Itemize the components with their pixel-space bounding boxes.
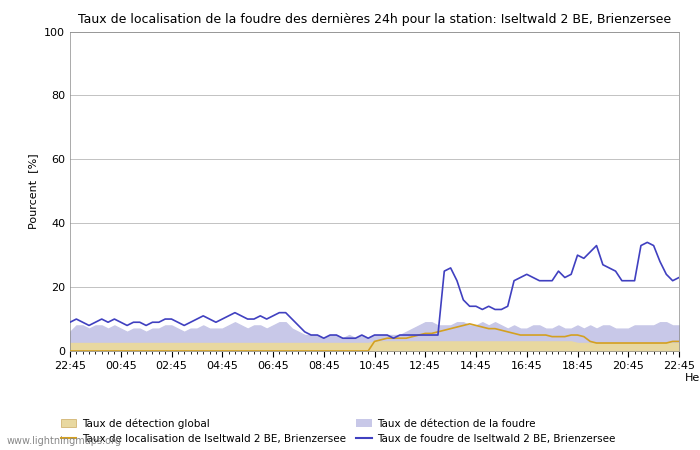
Text: Heure: Heure	[685, 374, 700, 383]
Legend: Taux de détection global, Taux de localisation de Iseltwald 2 BE, Brienzersee, T: Taux de détection global, Taux de locali…	[57, 414, 620, 448]
Y-axis label: Pourcent  [%]: Pourcent [%]	[29, 153, 38, 229]
Title: Taux de localisation de la foudre des dernières 24h pour la station: Iseltwald 2: Taux de localisation de la foudre des de…	[78, 13, 671, 26]
Text: www.lightningmaps.org: www.lightningmaps.org	[7, 436, 122, 446]
